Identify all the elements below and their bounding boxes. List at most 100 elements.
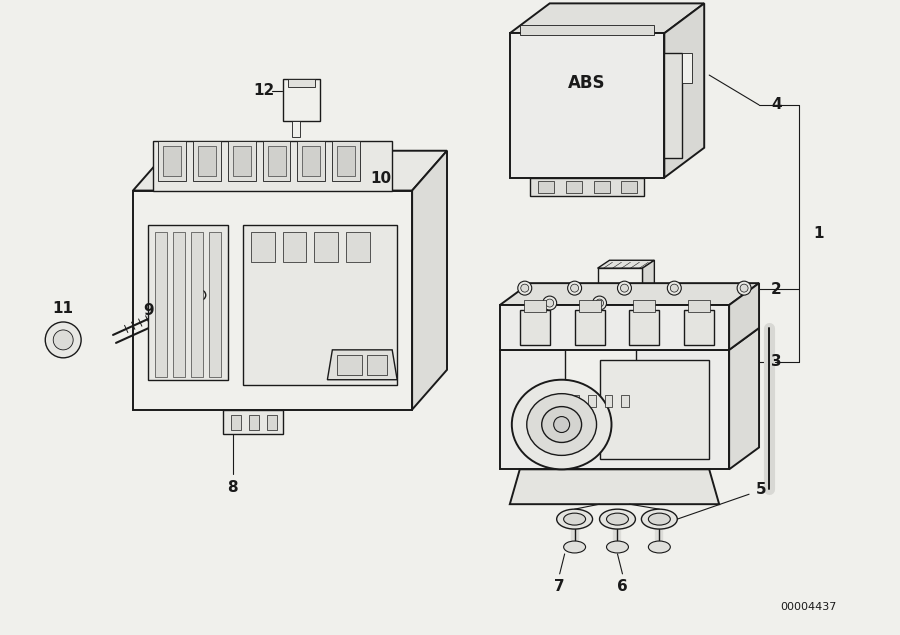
Polygon shape — [564, 318, 652, 330]
Text: 12: 12 — [253, 83, 274, 98]
Polygon shape — [148, 225, 228, 380]
Polygon shape — [643, 260, 654, 310]
Ellipse shape — [563, 541, 586, 553]
Bar — [537, 180, 554, 192]
Bar — [375, 194, 393, 215]
Bar — [629, 310, 660, 345]
Bar — [283, 79, 320, 121]
Bar — [233, 146, 250, 176]
Text: 9: 9 — [144, 302, 154, 318]
Text: 8: 8 — [228, 480, 238, 495]
Text: 4: 4 — [771, 97, 782, 112]
Bar — [298, 141, 326, 180]
Circle shape — [596, 299, 604, 307]
Bar — [602, 310, 609, 320]
Polygon shape — [729, 328, 759, 469]
Bar — [263, 141, 291, 180]
Ellipse shape — [542, 406, 581, 443]
Circle shape — [521, 284, 529, 292]
Circle shape — [667, 281, 681, 295]
Polygon shape — [636, 318, 652, 395]
Polygon shape — [682, 53, 692, 83]
Circle shape — [571, 284, 579, 292]
Bar — [267, 146, 285, 176]
Bar — [605, 395, 613, 406]
Bar — [155, 232, 166, 377]
Bar — [314, 232, 338, 262]
Ellipse shape — [599, 509, 635, 529]
Bar — [191, 232, 202, 377]
Ellipse shape — [607, 513, 628, 525]
Bar — [222, 410, 283, 434]
Text: 2: 2 — [770, 282, 781, 297]
Circle shape — [554, 417, 570, 432]
Bar — [283, 232, 306, 262]
Ellipse shape — [526, 394, 597, 455]
Polygon shape — [598, 268, 643, 310]
Text: 5: 5 — [756, 482, 766, 497]
Text: 1: 1 — [814, 226, 824, 241]
Bar — [209, 232, 220, 377]
Circle shape — [740, 284, 748, 292]
Ellipse shape — [648, 541, 670, 553]
Text: 6: 6 — [617, 579, 628, 594]
Text: 00004437: 00004437 — [780, 602, 837, 612]
Bar — [338, 146, 356, 176]
Bar — [664, 53, 682, 157]
Ellipse shape — [557, 509, 592, 529]
Bar — [230, 415, 240, 429]
Ellipse shape — [607, 541, 628, 553]
Bar — [630, 310, 637, 320]
Bar — [302, 146, 320, 176]
Bar — [622, 180, 637, 192]
Bar — [520, 25, 654, 35]
Bar — [688, 300, 710, 312]
Circle shape — [568, 281, 581, 295]
Polygon shape — [664, 3, 704, 178]
Polygon shape — [133, 150, 447, 190]
Polygon shape — [564, 330, 636, 395]
Bar — [198, 146, 216, 176]
Circle shape — [592, 296, 607, 310]
Circle shape — [45, 322, 81, 358]
Circle shape — [543, 296, 557, 310]
Ellipse shape — [563, 513, 586, 525]
Circle shape — [518, 281, 532, 295]
Bar — [630, 310, 637, 320]
Bar — [602, 310, 609, 320]
Polygon shape — [153, 141, 392, 190]
Bar — [158, 141, 185, 180]
Bar — [565, 180, 581, 192]
Bar — [287, 79, 315, 87]
Polygon shape — [598, 260, 654, 268]
Bar — [524, 300, 545, 312]
Bar — [622, 395, 629, 406]
Bar — [250, 232, 274, 262]
Polygon shape — [412, 150, 447, 410]
Bar — [248, 415, 258, 429]
Circle shape — [737, 281, 751, 295]
Polygon shape — [500, 283, 759, 305]
Bar — [193, 141, 220, 180]
Polygon shape — [509, 3, 704, 33]
Text: 7: 7 — [554, 579, 565, 594]
Text: 11: 11 — [53, 300, 74, 316]
Circle shape — [670, 284, 679, 292]
Ellipse shape — [648, 513, 670, 525]
Text: 10: 10 — [371, 171, 392, 186]
Bar — [634, 300, 655, 312]
Bar — [588, 395, 596, 406]
Bar — [228, 141, 256, 180]
Polygon shape — [243, 225, 397, 385]
Bar — [266, 415, 276, 429]
Bar — [616, 310, 624, 320]
Polygon shape — [509, 33, 664, 178]
Bar — [292, 121, 301, 137]
Bar — [346, 232, 370, 262]
Bar — [163, 146, 181, 176]
Circle shape — [545, 299, 554, 307]
Polygon shape — [133, 190, 412, 410]
Bar — [173, 232, 184, 377]
Bar — [684, 310, 715, 345]
Bar — [530, 178, 644, 196]
